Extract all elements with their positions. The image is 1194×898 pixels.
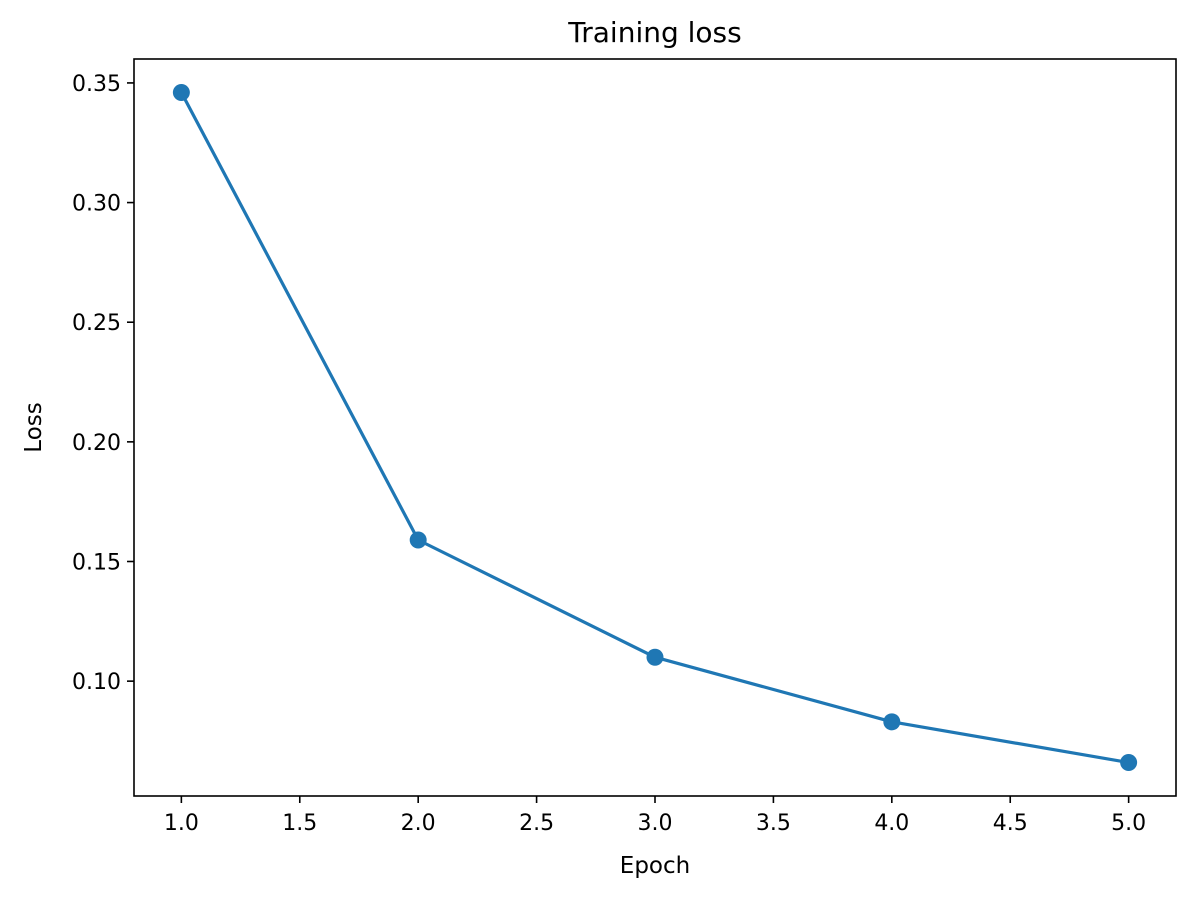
data-point [172, 84, 190, 101]
data-point [883, 713, 901, 731]
y-tick-label: 0.35 [72, 72, 121, 97]
y-tick-label: 0.25 [72, 311, 121, 336]
plot-frame [133, 58, 1177, 797]
y-tick-label: 0.15 [72, 551, 121, 576]
chart-title: Training loss [567, 16, 741, 49]
y-tick-label: 0.30 [72, 192, 121, 217]
x-axis-label: Epoch [620, 853, 690, 879]
x-tick-label: 4.5 [993, 811, 1028, 836]
x-tick-label: 2.0 [401, 811, 436, 836]
x-tick-label: 4.0 [874, 811, 909, 836]
axis-ticks: 1.0 1.5 2.0 2.5 3.0 3.5 4.0 4.5 5.0 0.10 0.15 0.20 0… [72, 72, 1146, 836]
x-tick-label: 1.5 [282, 811, 317, 836]
data-point [646, 648, 664, 666]
y-axis-label: Loss [21, 402, 47, 452]
x-tick-label: 5.0 [1111, 811, 1146, 836]
x-tick-label: 3.0 [638, 811, 673, 836]
x-tick-label: 3.5 [756, 811, 791, 836]
y-tick-label: 0.20 [72, 431, 121, 456]
data-series [172, 84, 1138, 771]
x-tick-label: 2.5 [519, 811, 554, 836]
x-tick-label: 1.0 [164, 811, 199, 836]
data-point [1120, 754, 1138, 771]
y-tick-label: 0.10 [72, 670, 121, 695]
data-point [409, 531, 427, 549]
